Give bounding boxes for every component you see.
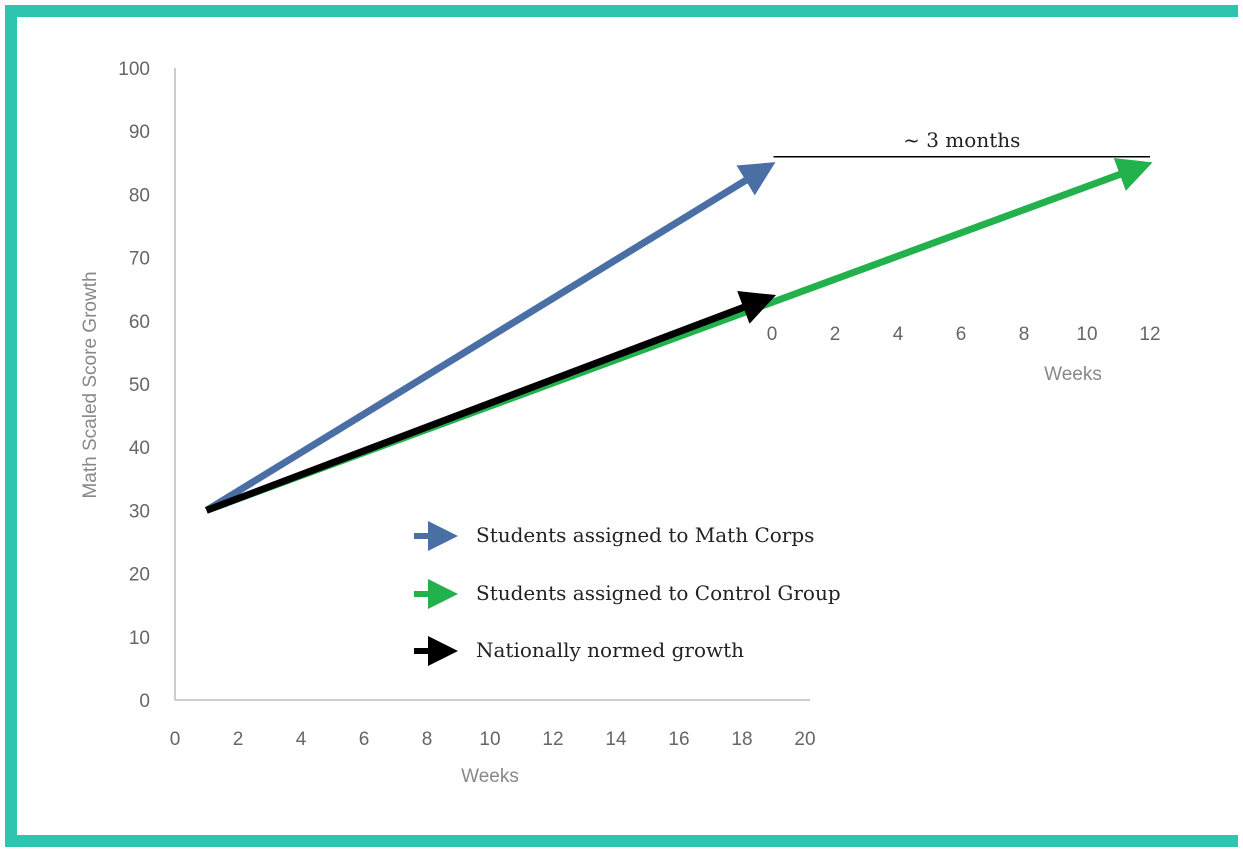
legend-item-math-corps: Students assigned to Math Corps <box>414 521 814 551</box>
frame-border <box>5 5 1238 847</box>
x-tick-label: 8 <box>422 729 433 750</box>
x-axis-label: Weeks <box>461 766 519 787</box>
secondary-x-axis-label: Weeks <box>1044 364 1102 385</box>
secondary-x-tick-labels: 0 2 4 6 8 10 12 <box>767 324 1161 345</box>
secondary-x-tick-label: 4 <box>893 324 904 345</box>
secondary-x-tick-label: 12 <box>1139 324 1160 345</box>
y-tick-label: 80 <box>129 185 150 206</box>
legend: Students assigned to Math Corps Students… <box>414 521 841 666</box>
x-tick-label: 2 <box>233 729 244 750</box>
x-tick-label: 10 <box>479 729 500 750</box>
y-tick-label: 60 <box>129 312 150 333</box>
y-tick-label: 50 <box>129 375 150 396</box>
series-line-nationally-normed <box>205 291 777 514</box>
legend-item-control-group: Students assigned to Control Group <box>414 579 841 609</box>
x-tick-labels: 0 2 4 6 8 10 12 14 16 18 20 <box>170 729 816 750</box>
x-tick-label: 0 <box>170 729 181 750</box>
x-tick-label: 4 <box>296 729 307 750</box>
legend-item-nationally-normed: Nationally normed growth <box>414 636 744 666</box>
secondary-x-tick-label: 0 <box>767 324 778 345</box>
legend-label-nationally-normed: Nationally normed growth <box>476 638 744 662</box>
y-tick-label: 100 <box>118 59 150 80</box>
secondary-x-tick-label: 2 <box>830 324 841 345</box>
secondary-x-tick-label: 10 <box>1076 324 1097 345</box>
secondary-x-tick-label: 6 <box>956 324 967 345</box>
y-tick-label: 0 <box>139 691 150 712</box>
x-tick-label: 18 <box>731 729 752 750</box>
y-tick-label: 20 <box>129 565 150 586</box>
y-tick-label: 90 <box>129 122 150 143</box>
x-tick-label: 16 <box>668 729 689 750</box>
x-tick-label: 14 <box>605 729 627 750</box>
series-line-math-corps <box>204 162 776 514</box>
legend-label-control-group: Students assigned to Control Group <box>476 581 841 605</box>
x-tick-label: 6 <box>359 729 370 750</box>
y-tick-label: 40 <box>129 438 150 459</box>
y-tick-label: 30 <box>129 501 150 522</box>
x-tick-label: 12 <box>542 729 563 750</box>
y-axis-label: Math Scaled Score Growth <box>80 271 101 498</box>
legend-label-math-corps: Students assigned to Math Corps <box>476 523 814 547</box>
y-tick-label: 70 <box>129 249 150 270</box>
y-tick-label: 10 <box>129 628 150 649</box>
secondary-x-tick-label: 8 <box>1019 324 1030 345</box>
annotation-text: ~ 3 months <box>903 128 1020 152</box>
y-tick-labels: 0 10 20 30 40 50 60 70 80 90 100 <box>118 59 150 712</box>
x-tick-label: 20 <box>794 729 815 750</box>
